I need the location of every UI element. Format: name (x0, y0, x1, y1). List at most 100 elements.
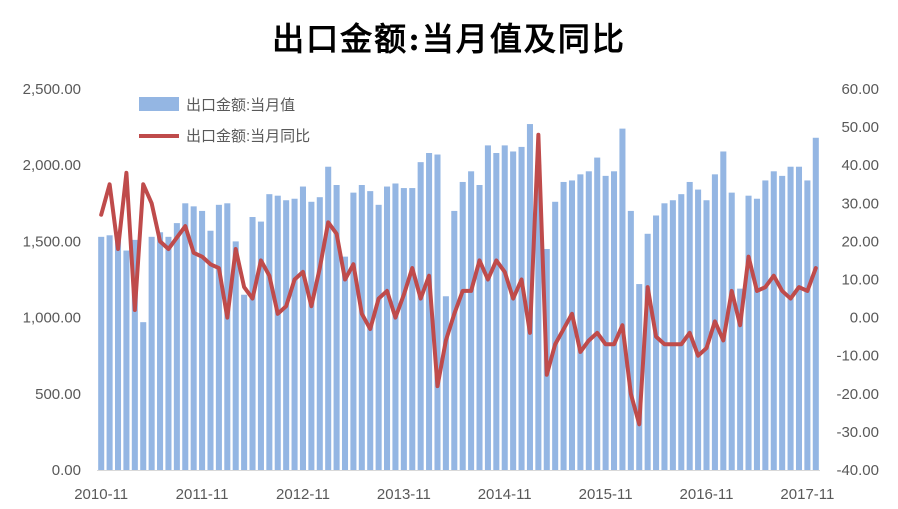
bar (241, 294, 248, 470)
bar (585, 171, 592, 471)
left-tick-label: 1,500.00 (23, 233, 81, 250)
x-tick-label: 2017-11 (780, 486, 834, 503)
legend-line-label: 出口金额:当月同比 (186, 128, 310, 145)
bar (283, 200, 290, 470)
bar (518, 146, 525, 470)
line-series (99, 132, 818, 427)
right-axis: -40.00 -30.00 -20.00 -10.00 0.00 10.00 20.00 30… (836, 81, 879, 479)
bar (426, 153, 433, 470)
bar (249, 217, 256, 470)
bar (568, 180, 576, 470)
x-tick-label: 2013-11 (377, 486, 431, 503)
right-tick-label: 50.00 (841, 119, 879, 136)
left-tick-label: 500.00 (35, 386, 81, 403)
bar (770, 171, 777, 471)
right-tick-label: 60.00 (841, 81, 879, 98)
bar (409, 188, 416, 470)
bar (552, 201, 559, 470)
bar (173, 223, 180, 470)
chart-title: 出口金额:当月值及同比 (272, 20, 626, 58)
bar (611, 171, 618, 471)
bar (686, 181, 693, 470)
bar (653, 215, 660, 470)
bar (804, 180, 811, 470)
bar (417, 162, 424, 470)
bar (106, 235, 113, 470)
bar (165, 236, 172, 470)
bar (602, 175, 609, 470)
bar (224, 203, 231, 471)
bar (476, 185, 483, 470)
bar (493, 153, 500, 470)
bar (190, 206, 197, 470)
bar (728, 192, 735, 470)
bar (375, 204, 382, 470)
bar (669, 200, 676, 470)
bar (720, 151, 727, 471)
right-tick-label: 10.00 (841, 272, 879, 289)
bar (510, 151, 517, 471)
right-tick-label: 40.00 (841, 157, 879, 174)
right-tick-label: 30.00 (841, 195, 879, 212)
bar (215, 204, 222, 470)
right-tick-label: 0.00 (850, 310, 879, 327)
bar (131, 239, 138, 470)
bar (333, 185, 340, 470)
bar (392, 183, 399, 471)
bar (207, 230, 214, 470)
bar (762, 180, 769, 470)
bar (140, 322, 147, 470)
bar (350, 192, 357, 470)
bar (787, 166, 794, 470)
bar (594, 157, 601, 470)
bar (459, 181, 466, 470)
bar (358, 185, 365, 470)
bar (325, 166, 332, 470)
left-axis: 0.00 500.00 1,000.00 1,500.00 2,000.00 2,500.… (23, 81, 81, 479)
bar (468, 171, 475, 471)
bar (745, 195, 752, 470)
left-tick-label: 0.00 (52, 462, 81, 479)
bar (266, 194, 273, 470)
bar (98, 236, 105, 470)
left-tick-label: 2,000.00 (23, 157, 81, 174)
bar (795, 166, 803, 470)
bar (434, 154, 441, 470)
x-tick-label: 2012-11 (276, 486, 330, 503)
legend-bar-swatch (139, 97, 179, 111)
right-tick-label: -10.00 (836, 348, 879, 365)
bar (316, 197, 323, 470)
bar (291, 198, 298, 471)
bar (148, 236, 155, 470)
bar (199, 210, 206, 471)
x-tick-label: 2010-11 (74, 486, 128, 503)
bar (501, 145, 508, 470)
bar (308, 201, 315, 470)
left-tick-label: 1,000.00 (23, 310, 81, 327)
left-tick-label: 2,500.00 (23, 81, 81, 98)
bar (484, 145, 491, 470)
bar (753, 198, 760, 471)
bar (400, 188, 407, 470)
bar (661, 203, 668, 471)
bar (627, 210, 634, 471)
bar (257, 221, 264, 470)
bar (737, 288, 744, 470)
x-tick-label: 2011-11 (176, 486, 229, 503)
yoy-line (99, 132, 818, 427)
bar (274, 195, 281, 470)
bar (341, 256, 349, 470)
bar (703, 200, 710, 470)
bar (577, 174, 584, 470)
bar (451, 210, 458, 471)
legend-bar-label: 出口金额:当月值 (186, 97, 295, 114)
bar (384, 186, 391, 471)
x-tick-label: 2016-11 (680, 486, 734, 503)
x-axis: 2010-11 2011-11 2012-11 2013-11 2014-11 2015-… (74, 470, 834, 503)
bar (442, 296, 449, 470)
bar (812, 137, 819, 470)
right-tick-label: -20.00 (836, 386, 879, 403)
bar (157, 232, 164, 470)
